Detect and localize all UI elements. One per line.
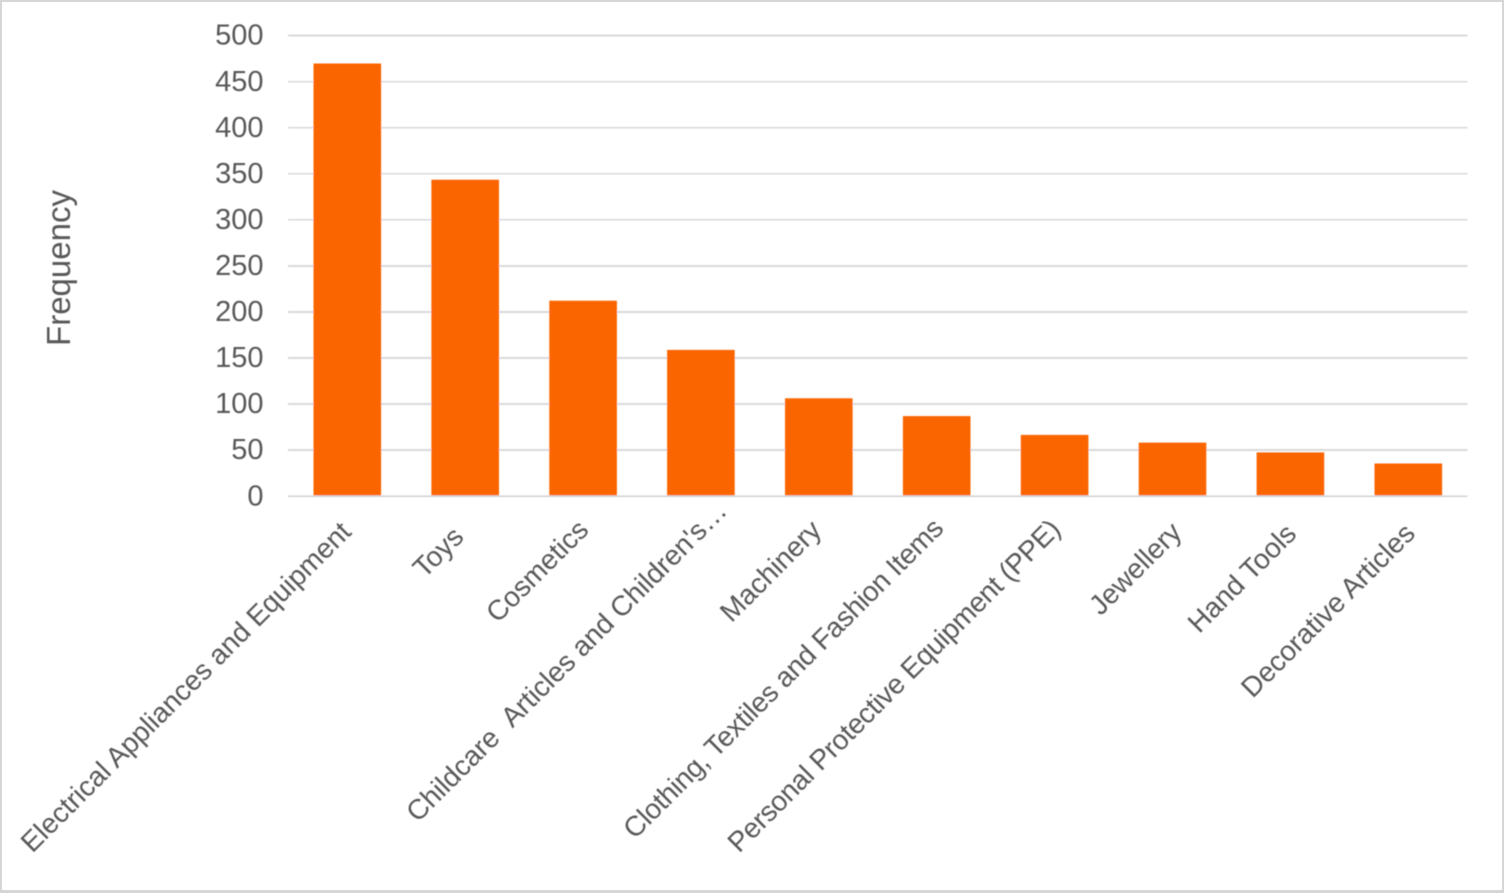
svg-text:Machinery: Machinery	[714, 514, 827, 627]
svg-text:150: 150	[215, 342, 263, 374]
svg-text:350: 350	[215, 158, 263, 190]
svg-text:0: 0	[247, 480, 263, 512]
svg-text:Toys: Toys	[407, 521, 470, 584]
svg-text:300: 300	[215, 204, 263, 236]
svg-text:Jewellery: Jewellery	[1083, 516, 1187, 620]
svg-text:Hand Tools: Hand Tools	[1182, 518, 1303, 639]
svg-text:450: 450	[215, 66, 263, 98]
svg-text:50: 50	[231, 434, 263, 466]
svg-text:400: 400	[215, 112, 263, 144]
svg-text:500: 500	[215, 20, 263, 52]
svg-text:Cosmetics: Cosmetics	[480, 514, 594, 628]
svg-text:250: 250	[215, 250, 263, 282]
svg-text:Frequency: Frequency	[40, 190, 77, 346]
svg-text:100: 100	[215, 388, 263, 420]
svg-text:Electrical Appliances and Equi: Electrical Appliances and Equipment	[15, 516, 357, 858]
svg-text:200: 200	[215, 296, 263, 328]
